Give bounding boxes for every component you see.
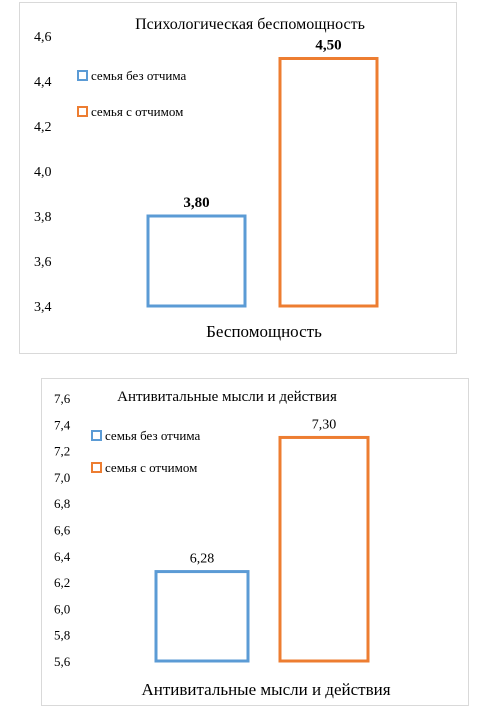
y-axis-ticks: 5,6 5,8 6,0 6,2 6,4 6,6 6,8 7,0 7,2 7,4 7,6: [54, 391, 71, 669]
bar: [146, 214, 247, 308]
y-tick-label: 6,4: [54, 549, 71, 564]
y-tick-label: 4,6: [34, 30, 52, 45]
y-tick-label: 6,6: [54, 523, 71, 538]
legend: семья без отчима семья с отчимом: [91, 428, 200, 475]
y-tick-label: 7,4: [54, 417, 71, 432]
chart-title: Антивитальные мысли и действия: [117, 389, 337, 405]
bar: [154, 570, 250, 663]
chart-antivital: Антивитальные мысли и действия 5,6 5,8 6,0…: [54, 389, 391, 699]
y-tick-label: 5,6: [54, 654, 71, 669]
legend-label: семья без отчима: [105, 428, 200, 443]
bars: 3,80 4,50: [146, 38, 379, 308]
y-tick-label: 3,6: [34, 255, 52, 270]
legend-swatch: [91, 430, 102, 441]
legend-swatch: [91, 462, 102, 473]
y-tick-label: 4,2: [34, 120, 52, 135]
y-tick-label: 3,8: [34, 210, 52, 225]
chart-title: Психологическая беспомощность: [135, 16, 365, 33]
chart-panel-helplessness: Психологическая беспомощность 3,4 3,6 3,8 4…: [19, 2, 457, 354]
legend-label: семья с отчимом: [105, 460, 197, 475]
bar: [278, 57, 379, 308]
y-tick-label: 3,4: [34, 300, 52, 315]
chart-helplessness: Психологическая беспомощность 3,4 3,6 3,8 4…: [34, 16, 379, 341]
x-axis-label: Антивитальные мысли и действия: [141, 680, 390, 699]
y-tick-label: 4,0: [34, 165, 52, 180]
y-tick-label: 5,8: [54, 628, 70, 643]
data-label: 4,50: [315, 38, 341, 54]
data-label: 6,28: [190, 552, 215, 567]
legend: семья без отчима семья с отчимом: [77, 68, 186, 119]
y-tick-label: 7,2: [54, 444, 70, 459]
y-axis-ticks: 3,4 3,6 3,8 4,0 4,2 4,4 4,6: [34, 30, 52, 315]
legend-swatch: [77, 106, 88, 117]
y-tick-label: 6,8: [54, 496, 70, 511]
data-label: 3,80: [183, 195, 209, 211]
y-tick-label: 7,0: [54, 470, 70, 485]
y-tick-label: 6,2: [54, 575, 70, 590]
y-tick-label: 7,6: [54, 391, 71, 406]
data-label: 7,30: [312, 417, 337, 432]
y-tick-label: 6,0: [54, 601, 70, 616]
chart-panel-antivital: Антивитальные мысли и действия 5,6 5,8 6,0…: [41, 378, 469, 706]
x-axis-label: Беспомощность: [206, 322, 322, 341]
legend-label: семья без отчима: [91, 68, 186, 83]
legend-label: семья с отчимом: [91, 104, 183, 119]
y-tick-label: 4,4: [34, 75, 52, 90]
bar: [278, 435, 370, 663]
bars: 6,28 7,30: [154, 417, 370, 663]
legend-swatch: [77, 70, 88, 81]
